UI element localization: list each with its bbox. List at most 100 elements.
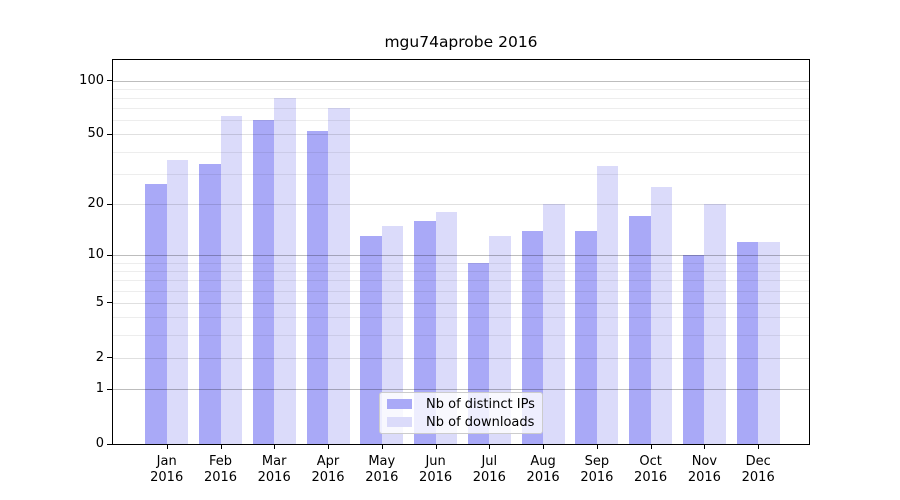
y-axis-tick [107,302,112,304]
gridline [113,108,809,110]
gridline [113,255,809,257]
gridline [113,302,809,304]
x-axis-tick [220,445,222,449]
y-axis-tick-label: 2 [95,349,104,365]
x-axis-tick [650,445,652,449]
y-axis-tick-label: 100 [79,72,104,88]
bar-distinct-ips-sep [575,230,597,444]
bar-distinct-ips-jan [145,184,167,444]
bar-downloads-mar [274,97,296,444]
gridline [113,120,809,122]
x-axis-tick [758,445,760,449]
x-axis-tick-label: Jan 2016 [135,454,199,486]
gridline [113,280,809,282]
x-axis-tick-label: Feb 2016 [189,454,253,486]
x-axis-tick-label: Jul 2016 [457,454,521,486]
x-axis-month: Oct [639,454,662,469]
legend-swatch-distinct-ips [387,399,412,409]
gridline [113,389,809,391]
gridline [113,290,809,292]
x-axis-month: Aug [530,454,556,469]
bar-distinct-ips-dec [736,242,759,444]
x-axis-month: May [368,454,396,469]
x-axis-year: 2016 [580,470,614,485]
x-axis-tick [328,445,329,449]
x-axis-year: 2016 [526,470,560,485]
gridline [113,134,809,136]
x-axis-year: 2016 [311,470,345,485]
gridline [113,334,809,336]
y-axis-tick-label: 5 [95,294,104,310]
x-axis-year: 2016 [150,470,184,485]
x-axis-tick-label: Nov 2016 [672,454,736,486]
bar-downloads-jan [166,159,189,444]
legend-label-downloads: Nb of downloads [426,414,535,430]
y-axis-tick [107,133,112,135]
bar-distinct-ips-oct [629,216,651,444]
x-axis-tick [704,445,706,449]
x-axis-tick [543,445,545,449]
y-axis-tick-label: 0 [95,436,104,451]
x-axis-year: 2016 [741,470,775,485]
y-axis-tick [107,357,112,358]
gridline [113,97,809,99]
x-axis-tick-label: Apr 2016 [296,454,360,486]
y-axis-tick-label: 10 [87,247,104,263]
bar-downloads-aug [543,204,565,444]
bar-downloads-dec [758,242,780,444]
x-axis-month: Sep [584,454,610,469]
x-axis-month: Dec [745,454,771,469]
bar-downloads-oct [650,187,673,444]
bars-layer [113,60,809,444]
chart-title: mgu74aprobe 2016 [384,33,538,51]
x-axis-year: 2016 [257,470,291,485]
x-axis-tick [381,445,383,449]
x-axis-tick-label: Dec 2016 [726,454,790,486]
x-axis-tick-label: Jun 2016 [404,454,468,486]
x-axis-year: 2016 [203,470,238,485]
y-axis-tick-label: 20 [87,196,104,212]
x-axis-month: Feb [208,454,233,469]
legend-entry-distinct-ips: Nb of distinct IPs [380,395,542,413]
x-axis-month: Jun [425,454,446,469]
bar-downloads-sep [596,166,619,444]
x-axis-year: 2016 [634,470,668,485]
x-axis-month: Apr [316,454,340,469]
gridline [113,262,809,264]
gridlines-layer [113,60,809,444]
x-axis-tick [435,445,437,449]
gridline [113,88,809,90]
x-axis-month: Nov [691,454,718,469]
bar-distinct-ips-feb [199,164,221,444]
gridline [113,80,809,82]
gridline [113,317,809,319]
x-axis-tick [489,445,491,449]
y-axis-tick [107,254,112,256]
x-axis-tick [274,445,276,449]
x-axis-year: 2016 [419,470,453,485]
bar-downloads-nov [704,204,726,444]
y-axis-tick [107,443,112,445]
plot-area: Nb of distinct IPs Nb of downloads [112,59,810,445]
gridline [113,151,809,153]
x-axis-year: 2016 [687,470,721,485]
gridline [113,173,809,175]
legend: Nb of distinct IPs Nb of downloads [379,392,543,434]
x-axis-tick-label: Aug 2016 [511,454,575,486]
x-axis-month: Jul [481,454,498,469]
x-axis-tick-label: Sep 2016 [565,454,629,486]
x-axis-tick [166,445,168,449]
legend-entry-downloads: Nb of downloads [380,413,542,431]
y-axis-tick [107,80,112,81]
gridline [113,357,809,359]
bar-distinct-ips-nov [682,255,705,444]
legend-label-distinct-ips: Nb of distinct IPs [426,396,535,412]
bar-downloads-feb [220,116,242,444]
y-axis-tick-label: 50 [87,126,104,142]
x-axis-tick-label: Oct 2016 [619,454,683,486]
x-axis-year: 2016 [365,470,399,485]
y-axis-tick [107,388,112,390]
x-axis-tick [596,445,598,449]
legend-swatch-downloads [387,417,412,427]
x-axis-month: Mar [261,454,287,469]
